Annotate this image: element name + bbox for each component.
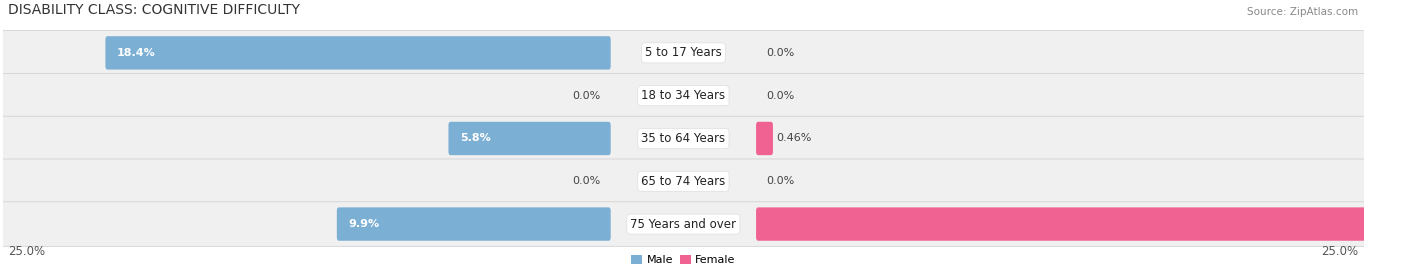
Text: 18 to 34 Years: 18 to 34 Years <box>641 89 725 102</box>
FancyBboxPatch shape <box>0 159 1368 204</box>
Text: 25.0%: 25.0% <box>8 245 45 258</box>
Text: 9.9%: 9.9% <box>349 219 380 229</box>
Text: 0.0%: 0.0% <box>572 176 600 186</box>
FancyBboxPatch shape <box>756 122 773 155</box>
Text: 18.4%: 18.4% <box>117 48 156 58</box>
FancyBboxPatch shape <box>0 31 1368 75</box>
Legend: Male, Female: Male, Female <box>627 251 740 269</box>
FancyBboxPatch shape <box>0 73 1368 118</box>
Text: 5 to 17 Years: 5 to 17 Years <box>645 46 721 59</box>
Text: DISABILITY CLASS: COGNITIVE DIFFICULTY: DISABILITY CLASS: COGNITIVE DIFFICULTY <box>8 2 301 16</box>
Text: 24.4%: 24.4% <box>1374 219 1406 229</box>
Text: 0.0%: 0.0% <box>766 91 794 101</box>
FancyBboxPatch shape <box>449 122 610 155</box>
FancyBboxPatch shape <box>0 116 1368 161</box>
FancyBboxPatch shape <box>337 207 610 241</box>
FancyBboxPatch shape <box>756 207 1406 241</box>
FancyBboxPatch shape <box>105 36 610 70</box>
Text: 25.0%: 25.0% <box>1322 245 1358 258</box>
Text: 0.0%: 0.0% <box>766 176 794 186</box>
Text: 0.46%: 0.46% <box>776 133 811 143</box>
Text: Source: ZipAtlas.com: Source: ZipAtlas.com <box>1247 6 1358 16</box>
Text: 0.0%: 0.0% <box>766 48 794 58</box>
Text: 0.0%: 0.0% <box>572 91 600 101</box>
FancyBboxPatch shape <box>0 202 1368 246</box>
Text: 5.8%: 5.8% <box>460 133 491 143</box>
Text: 65 to 74 Years: 65 to 74 Years <box>641 175 725 188</box>
Text: 75 Years and over: 75 Years and over <box>630 218 737 231</box>
Text: 35 to 64 Years: 35 to 64 Years <box>641 132 725 145</box>
